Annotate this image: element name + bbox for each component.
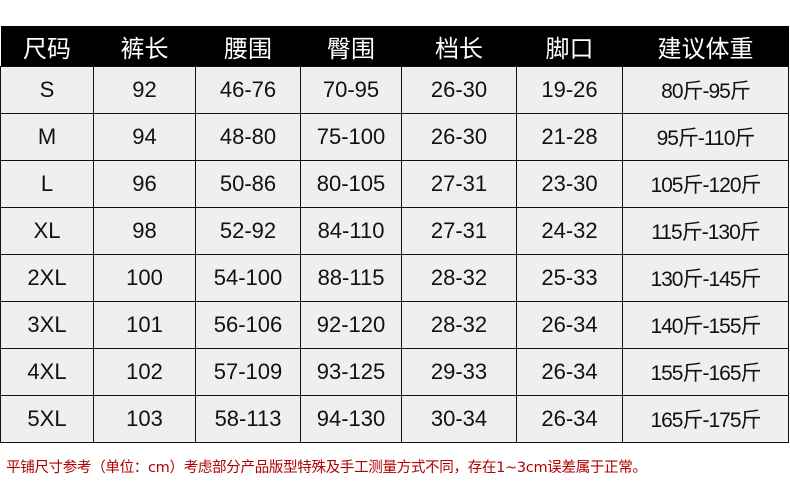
table-cell: 105斤-120斤 — [622, 160, 789, 208]
table-row: 2XL 100 54-100 88-115 28-32 25-33 130斤-145斤 — [0, 254, 789, 302]
table-cell: 27-31 — [401, 207, 517, 255]
table-cell: 29-33 — [401, 348, 517, 396]
table-cell: 93-125 — [300, 348, 402, 396]
table-cell: 50-86 — [195, 160, 301, 208]
table-cell: 27-31 — [401, 160, 517, 208]
table-cell: 5XL — [0, 395, 94, 443]
table-cell: 24-32 — [516, 207, 623, 255]
table-cell: 28-32 — [401, 254, 517, 302]
size-chart-table: 尺码 裤长 腰围 臀围 档长 脚口 建议体重 S 92 46-76 70-95 26-30 19-26… — [0, 26, 789, 443]
header-row: 尺码 裤长 腰围 臀围 档长 脚口 建议体重 — [0, 26, 789, 67]
measurement-note: 平铺尺寸参考（单位：cm）考虑部分产品版型特殊及手工测量方式不同，存在1~3cm… — [6, 460, 647, 476]
column-header: 脚口 — [516, 26, 623, 67]
table-cell: 57-109 — [195, 348, 301, 396]
table-cell: 52-92 — [195, 207, 301, 255]
table-cell: 2XL — [0, 254, 94, 302]
table-cell: 155斤-165斤 — [622, 348, 789, 396]
table-cell: 21-28 — [516, 113, 623, 161]
table-cell: 103 — [93, 395, 196, 443]
table-cell: 84-110 — [300, 207, 402, 255]
table-row: XL 98 52-92 84-110 27-31 24-32 115斤-130斤 — [0, 207, 789, 255]
table-cell: XL — [0, 207, 94, 255]
table-cell: 58-113 — [195, 395, 301, 443]
table-cell: 26-34 — [516, 395, 623, 443]
column-header: 臀围 — [300, 26, 402, 67]
table-cell: L — [0, 160, 94, 208]
table-row: S 92 46-76 70-95 26-30 19-26 80斤-95斤 — [0, 66, 789, 114]
table-cell: 25-33 — [516, 254, 623, 302]
table-cell: 94-130 — [300, 395, 402, 443]
column-header: 腰围 — [195, 26, 301, 67]
table-cell: 102 — [93, 348, 196, 396]
column-header: 建议体重 — [622, 26, 789, 67]
table-cell: 54-100 — [195, 254, 301, 302]
table-cell: 30-34 — [401, 395, 517, 443]
table-cell: 3XL — [0, 301, 94, 349]
table-cell: 26-30 — [401, 113, 517, 161]
table-cell: 100 — [93, 254, 196, 302]
table-cell: 96 — [93, 160, 196, 208]
table-cell: 80-105 — [300, 160, 402, 208]
table-cell: 23-30 — [516, 160, 623, 208]
table-cell: 26-34 — [516, 348, 623, 396]
table-cell: 92 — [93, 66, 196, 114]
table-cell: 26-34 — [516, 301, 623, 349]
table-cell: S — [0, 66, 94, 114]
table-cell: 28-32 — [401, 301, 517, 349]
table-cell: 26-30 — [401, 66, 517, 114]
table-cell: 80斤-95斤 — [622, 66, 789, 114]
table-cell: 130斤-145斤 — [622, 254, 789, 302]
table-cell: 115斤-130斤 — [622, 207, 789, 255]
column-header: 尺码 — [0, 26, 94, 67]
table-cell: M — [0, 113, 94, 161]
column-header: 档长 — [401, 26, 517, 67]
table-cell: 75-100 — [300, 113, 402, 161]
table-cell: 140斤-155斤 — [622, 301, 789, 349]
table-row: L 96 50-86 80-105 27-31 23-30 105斤-120斤 — [0, 160, 789, 208]
table-cell: 46-76 — [195, 66, 301, 114]
table-row: 3XL 101 56-106 92-120 28-32 26-34 140斤-155斤 — [0, 301, 789, 349]
table-row: 5XL 103 58-113 94-130 30-34 26-34 165斤-175斤 — [0, 395, 789, 443]
table-cell: 56-106 — [195, 301, 301, 349]
table-cell: 4XL — [0, 348, 94, 396]
table-row: M 94 48-80 75-100 26-30 21-28 95斤-110斤 — [0, 113, 789, 161]
table-cell: 95斤-110斤 — [622, 113, 789, 161]
table-cell: 88-115 — [300, 254, 402, 302]
table-row: 4XL 102 57-109 93-125 29-33 26-34 155斤-165斤 — [0, 348, 789, 396]
column-header: 裤长 — [93, 26, 196, 67]
table-cell: 92-120 — [300, 301, 402, 349]
table-cell: 94 — [93, 113, 196, 161]
table-cell: 101 — [93, 301, 196, 349]
table-cell: 165斤-175斤 — [622, 395, 789, 443]
table-cell: 19-26 — [516, 66, 623, 114]
table-cell: 48-80 — [195, 113, 301, 161]
table-cell: 98 — [93, 207, 196, 255]
table-cell: 70-95 — [300, 66, 402, 114]
